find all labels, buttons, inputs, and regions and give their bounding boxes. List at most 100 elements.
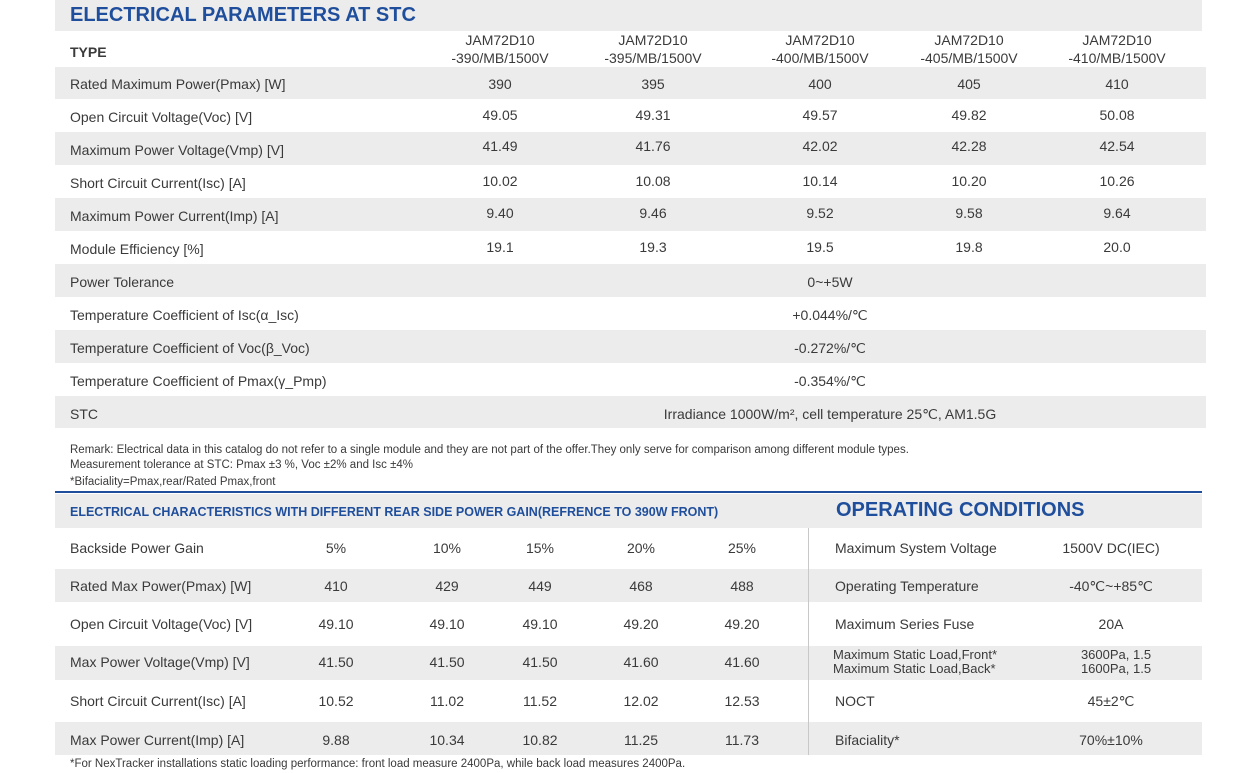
model-name-line2: -390/MB/1500V <box>451 50 549 66</box>
rear-cell: 5% <box>325 540 347 556</box>
stc-cell: 19.8 <box>955 239 983 255</box>
stc-span-value: 0~+5W <box>807 274 853 290</box>
stc-cell: 49.31 <box>635 107 671 123</box>
bottom-stripe <box>55 646 1202 680</box>
stc-cell: 50.08 <box>1099 107 1135 123</box>
rear-cell: 11.52 <box>523 693 557 709</box>
rear-cell: 12.53 <box>724 693 760 709</box>
stc-row-label: Maximum Power Current(Imp) [A] <box>70 208 279 224</box>
rear-row-label: Backside Power Gain <box>70 540 204 556</box>
stc-cell: 395 <box>641 76 665 92</box>
operating-value: 70%±10% <box>1079 732 1143 748</box>
stc-span-label: Temperature Coefficient of Voc(β_Voc) <box>70 340 310 356</box>
bottom-stripe <box>55 722 1202 755</box>
stc-stripe <box>55 198 1206 231</box>
model-name-line1: JAM72D10 <box>785 32 855 48</box>
type-label: TYPE <box>70 44 107 60</box>
operating-value: 1600Pa, 1.5 <box>1080 661 1152 676</box>
rear-cell: 11.73 <box>725 732 759 748</box>
rear-cell: 10% <box>432 540 462 556</box>
stc-row-label: Maximum Power Voltage(Vmp) [V] <box>70 142 284 158</box>
operating-title: OPERATING CONDITIONS <box>836 499 1085 521</box>
rear-cell: 449 <box>528 578 552 594</box>
stc-span-label: STC <box>70 406 98 422</box>
stc-cell: 9.40 <box>486 205 514 221</box>
model-name-line1: JAM72D10 <box>618 32 688 48</box>
model-name-line2: -405/MB/1500V <box>920 50 1018 66</box>
operating-value: 1500V DC(IEC) <box>1062 540 1160 556</box>
operating-label: Bifaciality* <box>835 732 900 748</box>
rear-cell: 41.60 <box>623 654 659 670</box>
operating-value: 45±2℃ <box>1087 693 1135 709</box>
stc-cell: 10.14 <box>802 173 838 189</box>
operating-label: Maximum Static Load,Back* <box>833 661 996 676</box>
stc-row-label: Module Efficiency [%] <box>70 241 204 257</box>
stc-cell: 10.08 <box>635 173 671 189</box>
stc-row-label: Short Circuit Current(Isc) [A] <box>70 175 246 191</box>
stc-stripe <box>55 330 1206 363</box>
model-name-line2: -400/MB/1500V <box>771 50 869 66</box>
stc-cell: 41.76 <box>635 138 671 154</box>
stc-cell: 19.3 <box>639 239 667 255</box>
stc-cell: 49.82 <box>951 107 987 123</box>
rear-cell: 429 <box>435 578 459 594</box>
stc-span-value: -0.272%/℃ <box>794 340 866 356</box>
rear-cell: 15% <box>525 540 555 556</box>
stc-span-label: Temperature Coefficient of Pmax(γ_Pmp) <box>70 373 327 389</box>
rear-cell: 11.25 <box>624 732 658 748</box>
model-name-line2: -395/MB/1500V <box>604 50 702 66</box>
operating-label: Maximum System Voltage <box>835 540 997 556</box>
rear-cell: 10.34 <box>429 732 465 748</box>
stc-section-title: ELECTRICAL PARAMETERS AT STC <box>70 4 416 26</box>
rear-cell: 41.50 <box>429 654 465 670</box>
stc-row-label: Open Circuit Voltage(Voc) [V] <box>70 109 253 125</box>
stc-cell: 410 <box>1105 76 1129 92</box>
operating-value: 20A <box>1098 616 1124 632</box>
stc-cell: 9.58 <box>955 205 983 221</box>
model-name-line1: JAM72D10 <box>465 32 535 48</box>
rear-cell: 41.60 <box>724 654 760 670</box>
stc-stripe <box>55 264 1206 297</box>
rear-cell: 12.02 <box>623 693 659 709</box>
stc-cell: 405 <box>957 76 981 92</box>
operating-label: Operating Temperature <box>835 578 979 594</box>
operating-value: 3600Pa, 1.5 <box>1080 647 1152 662</box>
rear-cell: 11.02 <box>430 693 464 709</box>
rear-row-label: Short Circuit Current(Isc) [A] <box>70 693 246 709</box>
stc-span-value: Irradiance 1000W/m², cell temperature 25… <box>663 406 997 422</box>
remark-line: Measurement tolerance at STC: Pmax ±3 %,… <box>70 459 414 471</box>
operating-value: -40℃~+85℃ <box>1069 578 1153 594</box>
rear-cell: 41.50 <box>522 654 558 670</box>
stc-span-label: Power Tolerance <box>70 274 175 290</box>
stc-cell: 49.05 <box>482 107 518 123</box>
model-name-line2: -410/MB/1500V <box>1068 50 1166 66</box>
stc-cell: 400 <box>808 76 832 92</box>
stc-cell: 19.1 <box>486 239 514 255</box>
rear-cell: 49.20 <box>724 616 760 632</box>
rear-row-label: Open Circuit Voltage(Voc) [V] <box>70 616 253 632</box>
rear-cell: 468 <box>629 578 653 594</box>
model-name-line1: JAM72D10 <box>1082 32 1152 48</box>
rear-cell: 49.20 <box>623 616 659 632</box>
stc-cell: 20.0 <box>1103 239 1131 255</box>
stc-stripe <box>55 396 1206 428</box>
stc-cell: 10.02 <box>482 173 518 189</box>
stc-row-label: Rated Maximum Power(Pmax) [W] <box>70 76 286 92</box>
stc-cell: 41.49 <box>482 138 518 154</box>
rear-cell: 488 <box>730 578 754 594</box>
remark-line: Remark: Electrical data in this catalog … <box>70 444 909 456</box>
operating-label: Maximum Series Fuse <box>835 616 975 632</box>
stc-span-value: -0.354%/℃ <box>794 373 866 389</box>
rear-cell: 410 <box>324 578 348 594</box>
stc-cell: 42.54 <box>1099 138 1135 154</box>
rear-cell: 41.50 <box>318 654 354 670</box>
rear-cell: 25% <box>727 540 757 556</box>
rear-cell: 49.10 <box>429 616 465 632</box>
stc-span-label: Temperature Coefficient of Isc(α_Isc) <box>70 307 299 323</box>
rear-cell: 20% <box>626 540 656 556</box>
stc-cell: 19.5 <box>806 239 834 255</box>
stc-cell: 49.57 <box>802 107 838 123</box>
bottom-stripe <box>55 569 1202 602</box>
stc-stripe <box>55 132 1206 165</box>
rear-cell: 49.10 <box>522 616 558 632</box>
